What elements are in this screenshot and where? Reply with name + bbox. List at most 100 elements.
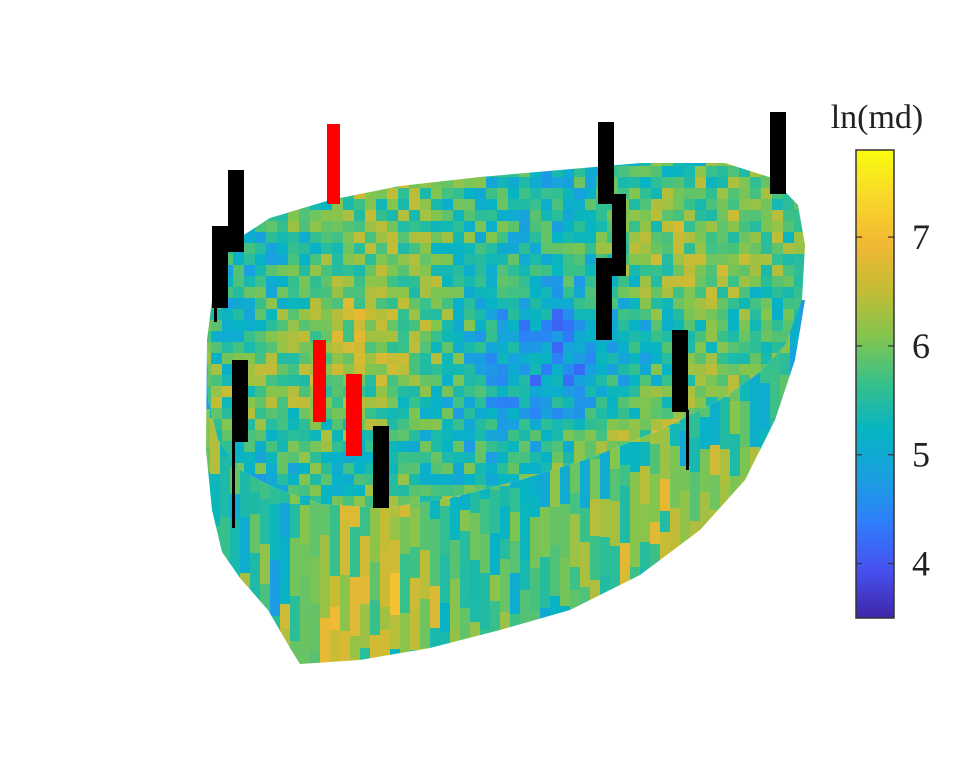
surface-cell bbox=[207, 188, 212, 200]
surface-cell bbox=[266, 298, 278, 310]
surface-cell bbox=[255, 221, 267, 233]
surface-cell bbox=[739, 221, 751, 233]
surface-cell bbox=[365, 276, 377, 288]
surface-cell bbox=[207, 364, 212, 376]
surface-cell bbox=[288, 254, 300, 266]
surface-cell bbox=[321, 199, 333, 211]
surface-cell bbox=[519, 298, 531, 310]
surface-cell bbox=[277, 221, 289, 233]
surface-cell bbox=[321, 232, 333, 244]
surface-cell bbox=[794, 199, 805, 211]
surface-cell bbox=[739, 199, 751, 211]
surface-cell bbox=[684, 408, 696, 420]
surface-cell bbox=[761, 298, 773, 310]
surface-cell bbox=[673, 265, 685, 277]
surface-cell bbox=[783, 276, 795, 288]
surface-cell bbox=[585, 320, 597, 332]
surface-cell bbox=[365, 166, 377, 178]
surface-cell bbox=[277, 419, 289, 431]
side-cell bbox=[690, 472, 701, 522]
surface-cell bbox=[453, 243, 465, 255]
surface-cell bbox=[750, 188, 762, 200]
surface-cell bbox=[453, 386, 465, 398]
surface-cell bbox=[805, 375, 817, 387]
surface-cell bbox=[629, 232, 641, 244]
surface-cell bbox=[563, 419, 575, 431]
surface-cell bbox=[442, 419, 454, 431]
side-cell bbox=[430, 547, 441, 587]
surface-cell bbox=[288, 210, 300, 222]
surface-cell bbox=[442, 375, 454, 387]
surface-cell bbox=[673, 254, 685, 266]
surface-cell bbox=[398, 243, 410, 255]
surface-cell bbox=[552, 364, 564, 376]
surface-cell bbox=[464, 265, 476, 277]
side-cell bbox=[610, 645, 621, 664]
surface-cell bbox=[541, 276, 553, 288]
surface-cell bbox=[574, 386, 586, 398]
surface-cell bbox=[794, 276, 805, 288]
surface-cell bbox=[486, 474, 498, 486]
surface-cell bbox=[508, 232, 520, 244]
side-cell bbox=[750, 610, 761, 656]
surface-cell bbox=[321, 441, 333, 453]
side-cell bbox=[240, 679, 251, 705]
surface-cell bbox=[409, 496, 421, 508]
surface-cell bbox=[277, 287, 289, 299]
surface-cell bbox=[607, 276, 619, 288]
surface-cell bbox=[761, 232, 773, 244]
surface-cell bbox=[354, 232, 366, 244]
surface-cell bbox=[255, 452, 267, 464]
surface-cell bbox=[497, 342, 509, 354]
surface-cell bbox=[728, 364, 740, 376]
surface-cell bbox=[541, 254, 553, 266]
surface-cell bbox=[563, 353, 575, 365]
surface-cell bbox=[684, 375, 696, 387]
surface-cell bbox=[618, 287, 630, 299]
surface-cell bbox=[365, 463, 377, 475]
surface-cell bbox=[343, 265, 355, 277]
side-cell bbox=[270, 504, 281, 561]
surface-cell bbox=[211, 320, 223, 332]
side-cell bbox=[320, 535, 331, 562]
side-cell bbox=[240, 642, 251, 664]
surface-cell bbox=[244, 298, 256, 310]
surface-cell bbox=[475, 408, 487, 420]
surface-cell bbox=[761, 485, 773, 497]
surface-cell bbox=[794, 496, 805, 508]
surface-cell bbox=[552, 265, 564, 277]
surface-cell bbox=[684, 309, 696, 321]
side-cell bbox=[770, 418, 781, 473]
surface-cell bbox=[574, 419, 586, 431]
surface-cell bbox=[794, 298, 805, 310]
surface-cell bbox=[420, 163, 432, 167]
side-cell bbox=[720, 486, 731, 544]
side-cell bbox=[690, 648, 701, 664]
surface-cell bbox=[464, 342, 476, 354]
surface-cell bbox=[695, 177, 707, 189]
surface-cell bbox=[739, 276, 751, 288]
surface-cell bbox=[409, 166, 421, 178]
surface-cell bbox=[530, 163, 542, 167]
side-cell bbox=[580, 655, 591, 664]
side-cell bbox=[640, 569, 651, 621]
side-cell bbox=[470, 560, 481, 596]
surface-cell bbox=[585, 166, 597, 178]
side-cell bbox=[670, 508, 681, 568]
surface-cell bbox=[255, 199, 267, 211]
well-trace bbox=[232, 440, 235, 528]
surface-cell bbox=[453, 199, 465, 211]
surface-cell bbox=[310, 232, 322, 244]
side-cell bbox=[260, 654, 271, 664]
side-cell bbox=[700, 492, 711, 534]
surface-cell bbox=[387, 243, 399, 255]
surface-cell bbox=[453, 188, 465, 200]
surface-cell bbox=[310, 265, 322, 277]
surface-cell bbox=[508, 419, 520, 431]
surface-cell bbox=[222, 408, 234, 420]
surface-cell bbox=[519, 221, 531, 233]
surface-cell bbox=[222, 309, 234, 321]
surface-cell bbox=[530, 177, 542, 189]
surface-cell bbox=[244, 463, 256, 475]
